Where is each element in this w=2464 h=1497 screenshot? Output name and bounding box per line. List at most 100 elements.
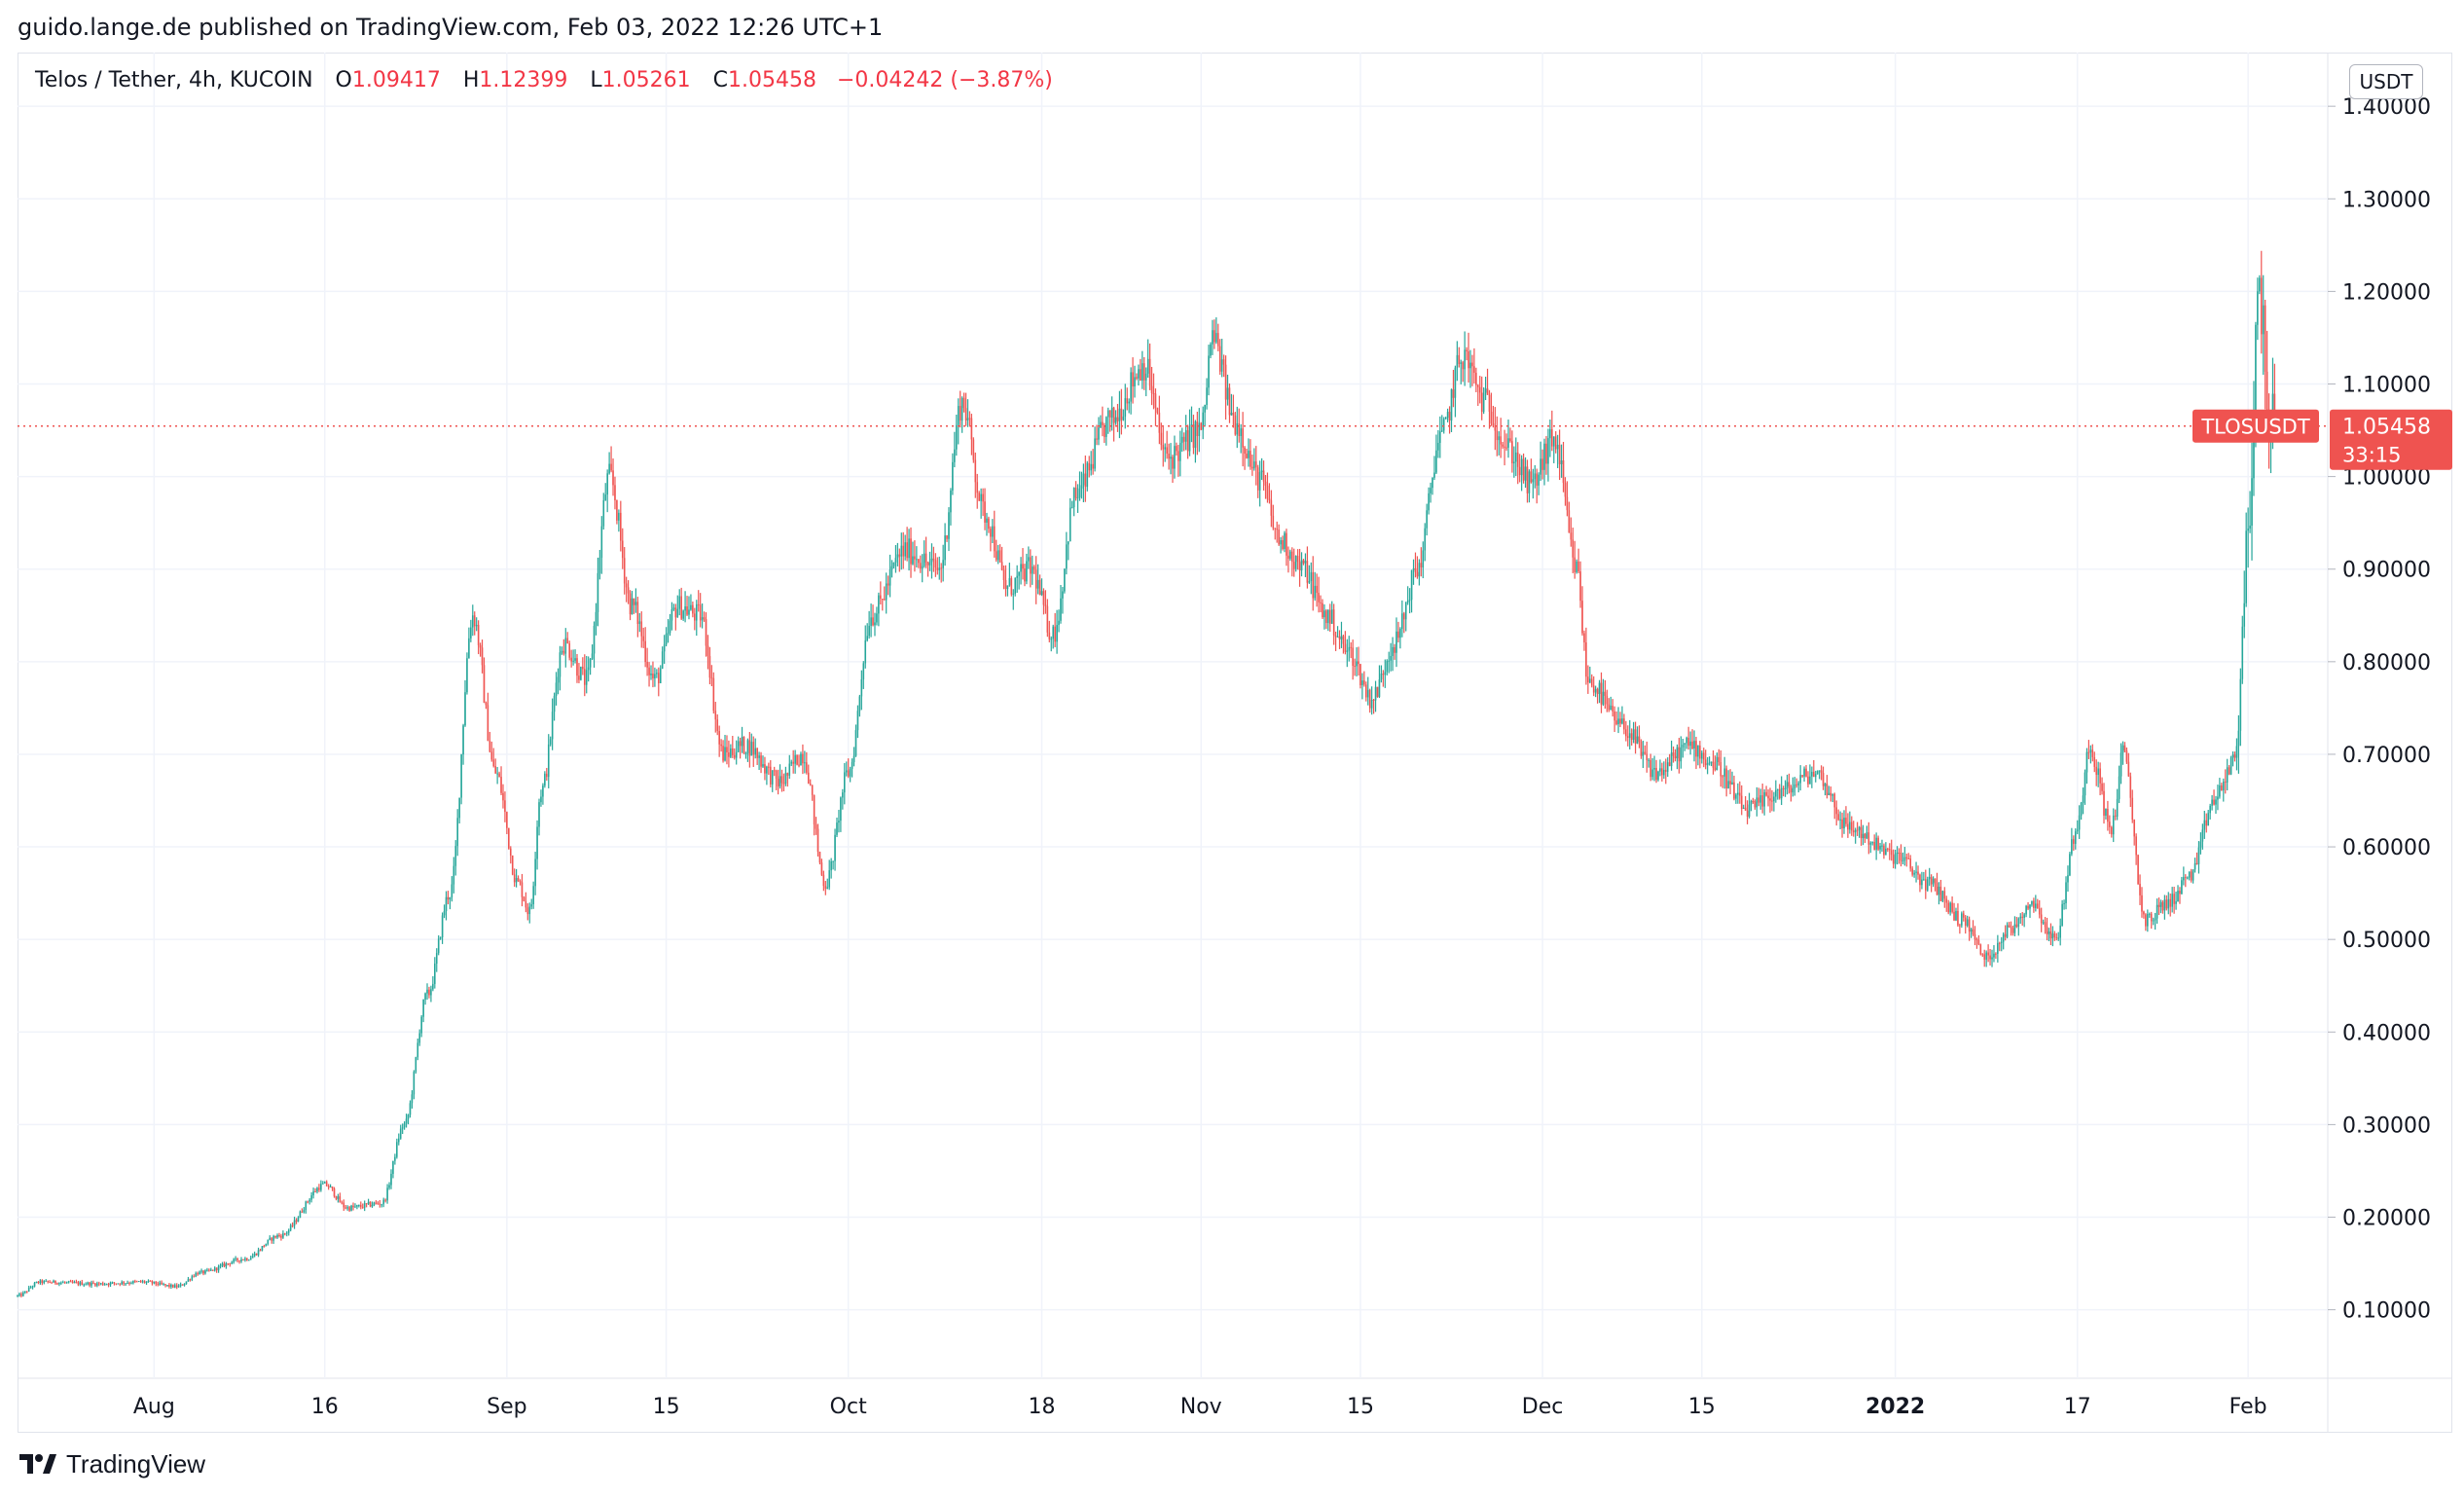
candle-body: [2231, 754, 2234, 758]
candle-body: [489, 741, 491, 752]
candle-body: [998, 550, 1001, 563]
candle-body: [2097, 768, 2099, 776]
candle-body: [1875, 837, 1877, 851]
candle-body: [1401, 613, 1403, 630]
candle-body: [1430, 488, 1431, 493]
candle-body: [1038, 579, 1041, 596]
currency-button[interactable]: USDT: [2349, 64, 2423, 99]
candle-body: [1725, 768, 1727, 788]
candle-body: [204, 1270, 206, 1274]
candle-body: [1196, 421, 1199, 437]
candle-body: [762, 764, 764, 767]
candle-body: [2217, 796, 2219, 800]
candle-body: [25, 1291, 28, 1293]
candle-body: [912, 556, 914, 565]
candle-body: [2192, 869, 2194, 881]
candle-body: [1507, 438, 1509, 448]
price-tag-box: [2330, 409, 2452, 470]
candle-body: [657, 673, 660, 683]
candle-body: [1727, 781, 1729, 788]
candle-body: [646, 662, 648, 668]
time-tick-label: Nov: [1180, 1395, 1222, 1419]
candle-body: [1746, 810, 1749, 817]
candle-body: [1966, 919, 1969, 927]
candle-body: [885, 583, 888, 601]
candle-body: [1847, 823, 1849, 830]
candle-body: [1172, 456, 1174, 469]
candle-body: [962, 397, 965, 409]
candle-body: [2195, 862, 2198, 864]
candle-body: [701, 617, 704, 621]
candle-body: [555, 682, 558, 696]
candle-body: [1670, 752, 1673, 767]
candle-body: [1773, 796, 1775, 802]
candle-body: [1428, 493, 1430, 511]
candle-body: [1581, 601, 1583, 634]
candle-body: [1440, 430, 1443, 432]
candle-body: [2004, 933, 2007, 937]
candle-body: [530, 904, 533, 907]
price-tick-label: 1.00000: [2342, 466, 2431, 491]
candle-body: [1290, 551, 1293, 563]
candle-body: [316, 1187, 318, 1192]
candle-body: [287, 1229, 290, 1233]
candle-body: [276, 1234, 278, 1238]
candle-body: [1520, 458, 1523, 476]
candle-body: [1228, 387, 1231, 416]
candle-body: [271, 1237, 272, 1241]
candle-body: [1807, 776, 1809, 785]
candle-body: [2152, 920, 2155, 922]
candle-body: [545, 773, 548, 778]
candle-body: [631, 598, 634, 615]
candle-body: [566, 638, 569, 644]
candle-body: [23, 1291, 26, 1294]
candle-body: [166, 1285, 168, 1287]
candle-body: [1492, 422, 1495, 426]
candle-body: [1410, 569, 1413, 601]
candle-body: [1516, 452, 1519, 467]
candle-body: [809, 784, 812, 785]
candle-body: [1473, 366, 1475, 373]
candle-body: [2111, 826, 2113, 835]
candle-body: [1756, 797, 1758, 808]
candle-body: [928, 562, 931, 566]
price-axis: 1.40000 1.30000 1.20000 1.10000 1.00000 0.900…: [2328, 95, 2431, 1324]
candle-body: [2023, 914, 2025, 918]
candle-body: [574, 658, 576, 661]
candle-body: [732, 748, 734, 755]
candle-body: [443, 910, 446, 916]
candle-body: [995, 551, 997, 561]
candle-body: [246, 1258, 248, 1260]
candle-body: [219, 1265, 222, 1267]
candle-body: [1246, 454, 1248, 458]
candle-body: [149, 1280, 152, 1282]
candle-body: [1122, 416, 1125, 420]
candle-body: [1902, 860, 1904, 862]
candle-body: [883, 599, 886, 601]
candle-body: [305, 1201, 308, 1211]
candle-body: [1502, 444, 1504, 447]
candle-body: [371, 1205, 374, 1207]
candle-body: [2133, 820, 2135, 837]
candle-body: [1036, 579, 1039, 589]
candle-body: [1078, 488, 1081, 497]
symbol-tag-label: TLOSUSDT: [2200, 416, 2310, 439]
candle-body: [1803, 768, 1805, 777]
candle-body: [1282, 540, 1284, 549]
candle-body: [898, 554, 901, 557]
candle-body: [1204, 405, 1206, 413]
candle-body: [265, 1243, 268, 1247]
candle-body: [1979, 944, 1982, 955]
candle-body: [737, 741, 740, 752]
candle-body: [39, 1280, 42, 1284]
candle-body: [1959, 925, 1961, 927]
symbol-line[interactable]: Telos / Tether, 4h, KUCOIN: [35, 68, 313, 92]
candle-body: [1735, 794, 1737, 799]
candle-body: [1054, 626, 1056, 642]
candle-body: [562, 650, 565, 654]
candle-body: [1923, 879, 1925, 881]
candle-body: [115, 1283, 118, 1285]
candle-body: [1469, 362, 1471, 369]
candle-body: [798, 764, 800, 766]
